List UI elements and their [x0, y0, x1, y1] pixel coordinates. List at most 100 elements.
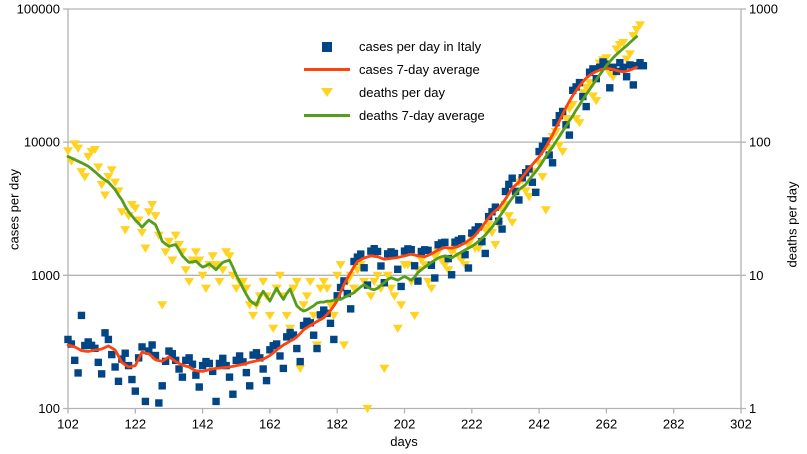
data-point-triangle [248, 311, 259, 321]
data-point-square [279, 364, 288, 373]
line-sample-icon [303, 68, 351, 71]
data-point-triangle [258, 277, 269, 287]
data-point-triangle [396, 301, 407, 310]
data-point-square [464, 264, 473, 272]
data-point-square [555, 112, 563, 120]
data-point-square [357, 250, 365, 258]
data-point-triangle [63, 147, 73, 156]
data-point-square [548, 159, 557, 167]
data-point-triangle [386, 284, 397, 293]
data-point-square [346, 305, 355, 313]
data-point-triangle [456, 256, 467, 265]
data-point-square [148, 341, 156, 349]
data-point-triangle [308, 311, 319, 321]
data-point-triangle [137, 228, 148, 238]
x-tick-label: 142 [192, 417, 214, 432]
data-point-square [192, 371, 200, 379]
data-point-square [188, 360, 197, 368]
data-point-triangle [268, 324, 279, 333]
data-point-square [447, 271, 456, 279]
triangle-marker-icon [303, 88, 351, 97]
data-point-triangle [174, 241, 185, 250]
data-point-triangle [184, 277, 195, 287]
data-point-triangle [274, 271, 285, 280]
data-point-square [639, 62, 648, 70]
data-point-triangle [73, 144, 84, 153]
right-tick-label: 100 [749, 135, 771, 150]
data-point-triangle [217, 266, 228, 275]
data-point-triangle [305, 277, 316, 287]
data-point-triangle [473, 244, 484, 253]
data-point-square [505, 180, 513, 189]
data-point-square [74, 369, 82, 377]
data-point-triangle [295, 364, 306, 374]
data-point-square [377, 262, 385, 270]
data-point-square [474, 223, 483, 231]
data-point-triangle [318, 277, 329, 287]
data-point-square [629, 81, 638, 89]
data-point-square [128, 375, 136, 384]
data-point-square [259, 365, 267, 373]
data-point-square [252, 349, 261, 357]
data-point-triangle [167, 256, 178, 265]
data-point-triangle [69, 140, 80, 149]
data-point-square [118, 355, 126, 363]
data-point-triangle [147, 200, 158, 210]
data-point-triangle [352, 266, 363, 275]
data-point-square [414, 277, 422, 285]
x-tick-label: 102 [57, 417, 79, 432]
x-tick-label: 222 [461, 417, 483, 432]
data-point-triangle [439, 261, 450, 270]
data-point-square [145, 347, 153, 355]
data-point-square [101, 329, 109, 337]
data-point-square [579, 92, 587, 101]
data-point-triangle [83, 152, 94, 162]
data-point-square [246, 382, 254, 390]
data-point-square [360, 264, 368, 272]
data-point-square [565, 131, 574, 139]
data-point-square [71, 356, 79, 365]
data-point-square [511, 187, 520, 196]
data-point-triangle [120, 226, 131, 235]
data-point-square [229, 390, 237, 398]
series-cases-7day-average [66, 65, 639, 373]
tick-labels: 100 1000 10000 100000 1 10 100 1000 102 122 142 162… [17, 1, 778, 431]
data-point-square [552, 119, 560, 127]
data-point-square [91, 344, 99, 353]
data-point-square [626, 61, 634, 69]
data-point-square [394, 265, 402, 273]
left-tick-label: 10000 [24, 135, 60, 150]
data-point-square [151, 351, 160, 360]
data-point-square [478, 237, 486, 246]
data-point-square [458, 235, 466, 243]
data-point-square [94, 358, 102, 367]
data-point-triangle [325, 301, 336, 310]
data-point-square [515, 196, 523, 204]
data-point-triangle [140, 244, 151, 253]
data-point-square [309, 331, 318, 339]
data-point-square [212, 397, 220, 406]
data-point-square [595, 63, 604, 71]
series-deaths-per-day [63, 21, 646, 414]
data-point-triangle [369, 277, 380, 287]
data-point-square [215, 359, 224, 368]
data-point-triangle [443, 266, 454, 275]
data-point-square [276, 352, 284, 360]
data-point-square [343, 289, 351, 298]
data-point-square [242, 368, 251, 377]
data-point-triangle [315, 284, 326, 293]
data-point-triangle [79, 173, 90, 182]
data-point-triangle [163, 237, 174, 246]
data-point-square [158, 382, 166, 390]
data-point-triangle [554, 141, 565, 150]
data-point-triangle [150, 212, 161, 221]
data-point-square [77, 311, 86, 320]
data-point-triangle [409, 311, 420, 321]
legend-label: deaths per day [359, 85, 446, 100]
data-point-square [340, 277, 348, 285]
data-point-triangle [207, 252, 218, 261]
data-point-triangle [110, 178, 121, 187]
data-point-triangle [507, 218, 518, 227]
data-point-square [272, 340, 281, 348]
data-point-square [528, 178, 537, 186]
